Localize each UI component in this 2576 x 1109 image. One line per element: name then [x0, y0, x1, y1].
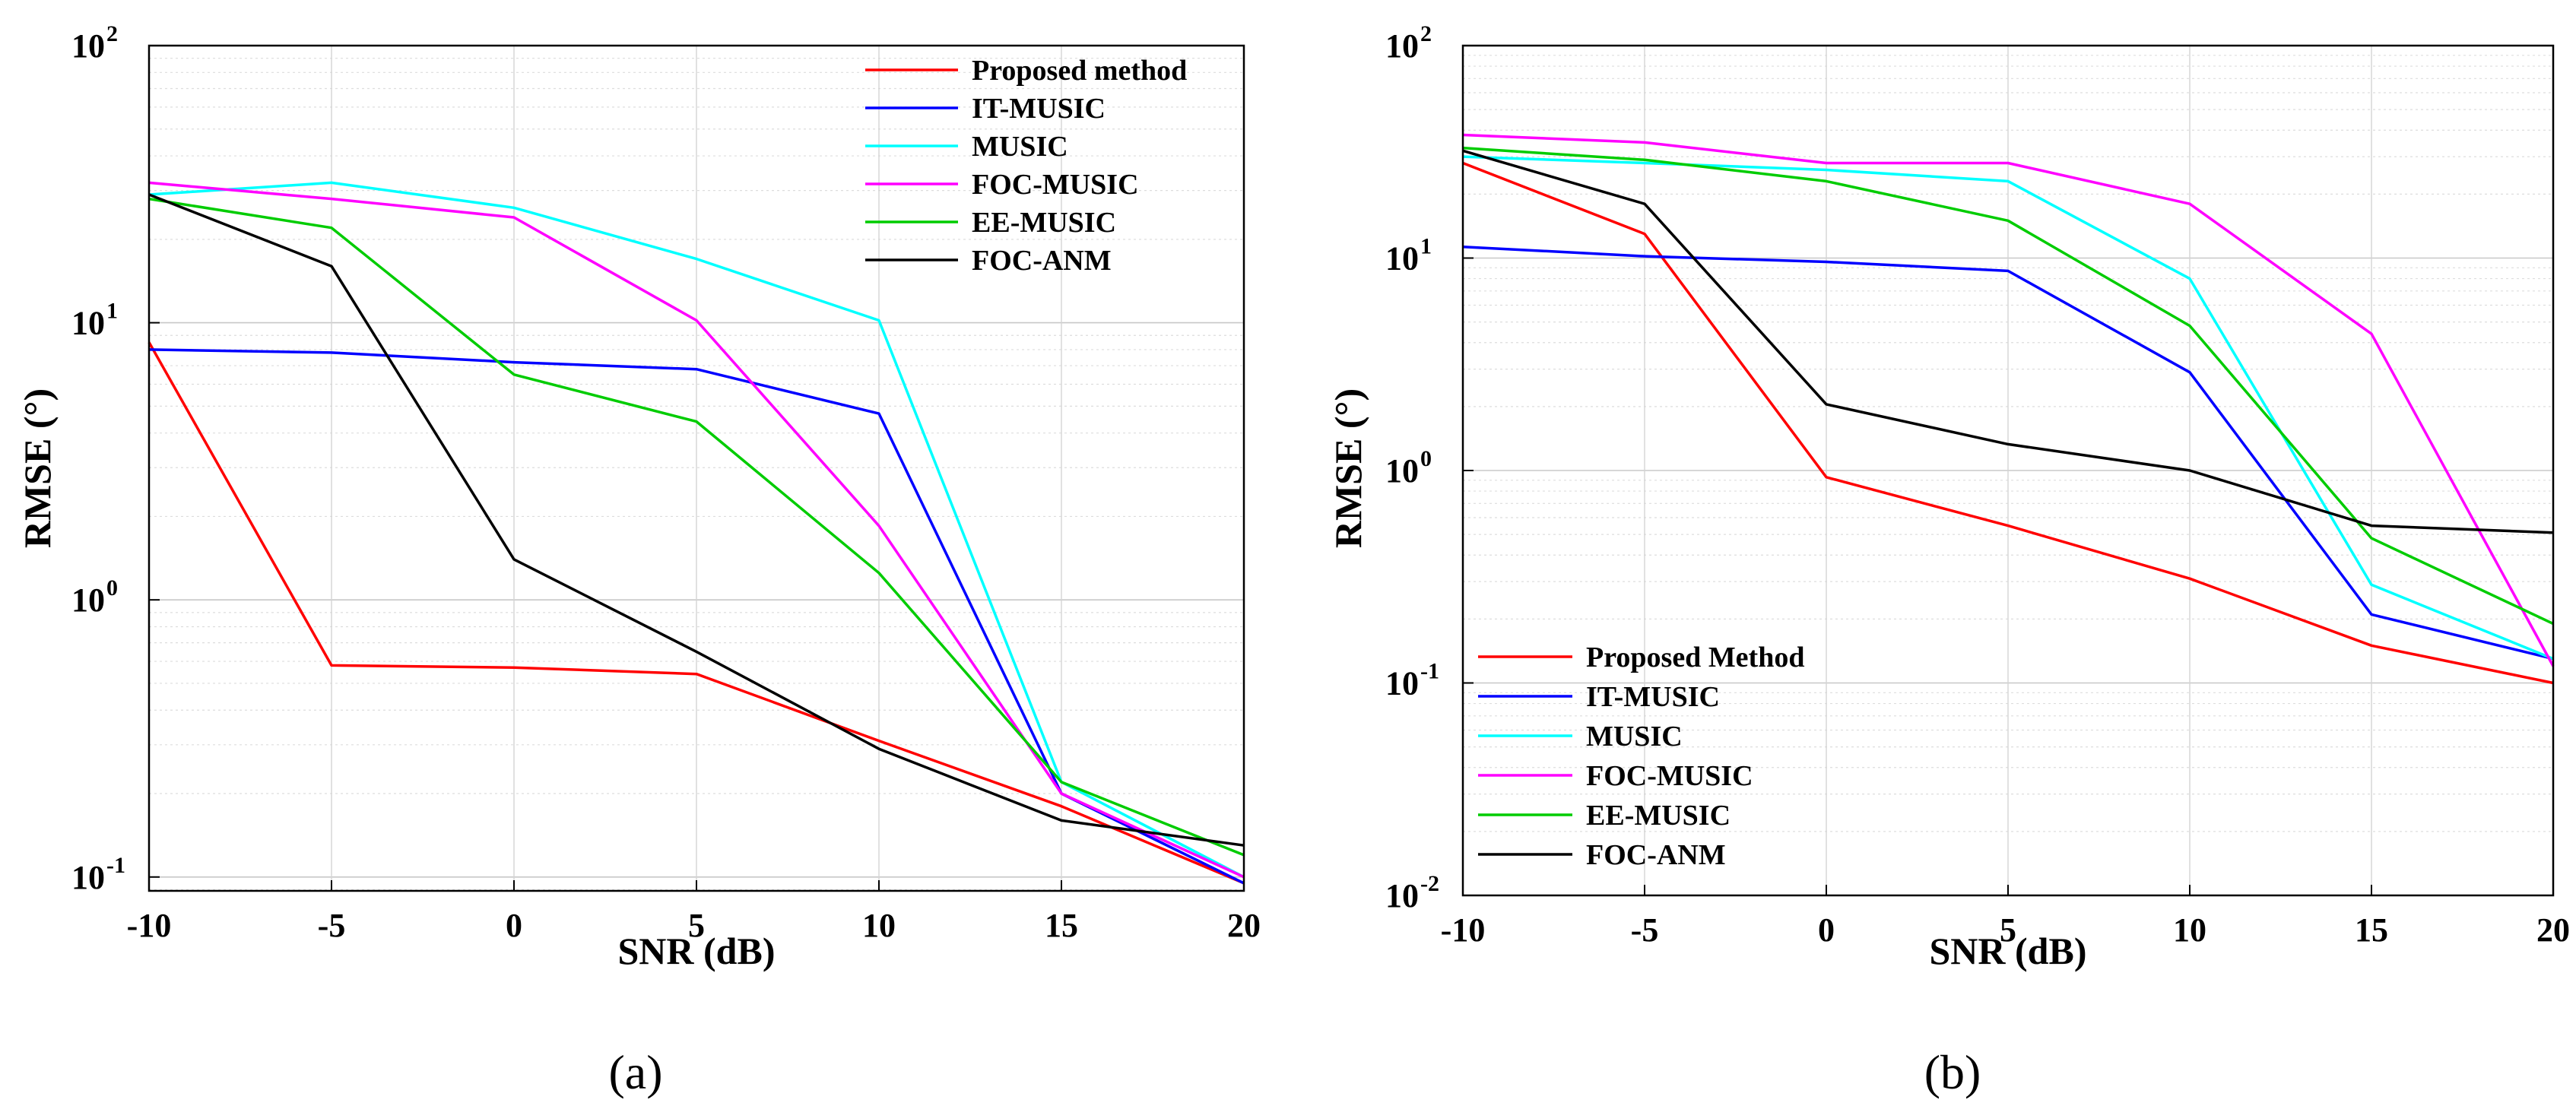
- x-tick-labels: -10 -5 0 5 10 15 20: [1441, 885, 2570, 949]
- series-line-proposed-method: [1462, 161, 2554, 685]
- x-tick-label: 0: [1818, 911, 1835, 949]
- series-lines: [148, 181, 1245, 885]
- legend-label-foc-music: FOC-MUSIC: [972, 169, 1139, 201]
- x-tick-labels: -10 -5 0 5 10 15 20: [127, 880, 1261, 944]
- y-tick-exponent: -1: [1420, 659, 1439, 684]
- y-tick-label: 10: [71, 859, 105, 896]
- series-line-foc-music: [1462, 133, 2555, 667]
- x-tick-label: 10: [2173, 911, 2206, 949]
- legend-label-foc-anm: FOC-ANM: [972, 245, 1112, 277]
- legend-label-foc-music: FOC-MUSIC: [1586, 760, 1753, 792]
- y-tick-label: 10: [1385, 665, 1419, 702]
- y-tick-exponent: -1: [106, 853, 125, 878]
- x-tick-label: 5: [688, 907, 705, 944]
- y-tick-label: 10: [71, 581, 105, 619]
- grid: [1462, 45, 2554, 896]
- x-tick-label: 15: [2355, 911, 2388, 949]
- x-tick-label: -5: [318, 907, 346, 944]
- legend-label-foc-anm: FOC-ANM: [1586, 839, 1726, 871]
- series-lines: [1462, 133, 2555, 685]
- x-tick-label: 10: [862, 907, 896, 944]
- series-line-foc-anm: [1462, 149, 2554, 534]
- x-tick-label: -10: [127, 907, 172, 944]
- y-tick-exponent: 2: [1420, 21, 1432, 46]
- legend-label-proposed-method: Proposed Method: [1586, 642, 1804, 673]
- x-tick-label: 0: [506, 907, 522, 944]
- x-tick-label: -10: [1441, 911, 1486, 949]
- y-tick-label: 10: [1385, 877, 1419, 914]
- caption-a: (a): [608, 1045, 662, 1099]
- series-line-it-music: [1462, 245, 2554, 661]
- series-line-foc-music: [148, 181, 1245, 879]
- legend-label-ee-music: EE-MUSIC: [1586, 800, 1731, 832]
- series-line-music: [1462, 155, 2554, 661]
- x-tick-label: 5: [2000, 911, 2016, 949]
- legend-label-it-music: IT-MUSIC: [1586, 681, 1720, 713]
- legend: Proposed method IT-MUSIC MUSIC FOC-MUSIC…: [865, 55, 1187, 277]
- y-axis-label: RMSE (°): [1327, 388, 1369, 548]
- series-line-foc-anm: [148, 193, 1245, 847]
- y-tick-label: 10: [1385, 240, 1419, 277]
- x-tick-label: 20: [2536, 911, 2570, 949]
- y-tick-label: 10: [1385, 452, 1419, 490]
- legend-label-proposed-method: Proposed method: [972, 55, 1187, 87]
- series-line-ee-music: [1462, 146, 2554, 626]
- legend-label-ee-music: EE-MUSIC: [972, 207, 1116, 239]
- x-axis-label: SNR (dB): [618, 930, 776, 972]
- y-tick-exponent: 1: [1420, 234, 1432, 259]
- series-line-ee-music: [148, 197, 1245, 857]
- legend: Proposed Method IT-MUSIC MUSIC FOC-MUSIC…: [1478, 642, 1804, 871]
- x-axis-label: SNR (dB): [1930, 930, 2087, 972]
- x-tick-label: 15: [1045, 907, 1078, 944]
- y-tick-exponent: 1: [106, 299, 118, 324]
- y-tick-exponent: 0: [106, 575, 118, 600]
- caption-b: (b): [1924, 1045, 1981, 1099]
- series-line-proposed-method: [148, 341, 1245, 885]
- y-tick-exponent: -2: [1420, 871, 1439, 896]
- x-tick-label: 20: [1227, 907, 1261, 944]
- y-tick-exponent: 2: [106, 21, 118, 46]
- legend-label-music: MUSIC: [972, 131, 1068, 163]
- legend-label-music: MUSIC: [1586, 721, 1683, 753]
- y-axis-label: RMSE (°): [16, 388, 59, 548]
- y-tick-label: 10: [71, 27, 105, 65]
- x-tick-label: -5: [1631, 911, 1659, 949]
- y-tick-label: 10: [71, 305, 105, 342]
- legend-label-it-music: IT-MUSIC: [972, 93, 1106, 125]
- y-tick-label: 10: [1385, 27, 1419, 65]
- y-tick-exponent: 0: [1420, 446, 1432, 471]
